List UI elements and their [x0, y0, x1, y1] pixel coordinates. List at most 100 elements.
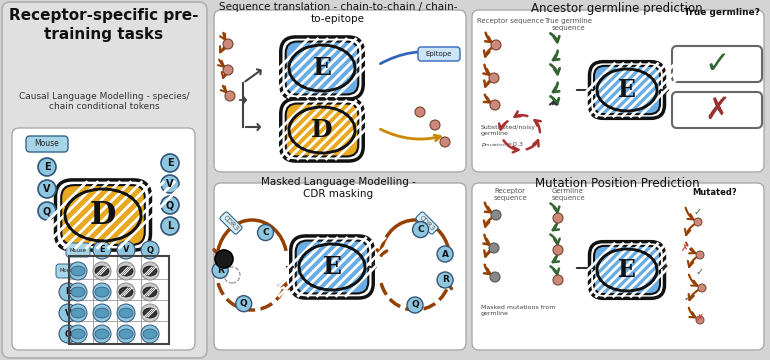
- Text: Mutation Position Prediction: Mutation Position Prediction: [534, 177, 699, 190]
- Circle shape: [490, 272, 500, 282]
- Ellipse shape: [95, 329, 109, 339]
- FancyBboxPatch shape: [472, 10, 764, 172]
- Ellipse shape: [119, 287, 133, 297]
- Text: ✓: ✓: [684, 293, 692, 303]
- Ellipse shape: [597, 69, 657, 111]
- FancyBboxPatch shape: [418, 47, 460, 61]
- Circle shape: [69, 283, 87, 301]
- FancyBboxPatch shape: [672, 46, 762, 82]
- Text: True germline
sequence: True germline sequence: [544, 18, 592, 31]
- Circle shape: [225, 91, 235, 101]
- Circle shape: [141, 304, 159, 322]
- Text: Receptor-specific pre-
training tasks: Receptor-specific pre- training tasks: [9, 8, 199, 42]
- Circle shape: [553, 245, 563, 255]
- FancyBboxPatch shape: [590, 242, 665, 298]
- Text: Masked mutations from
germline: Masked mutations from germline: [481, 305, 555, 316]
- Circle shape: [161, 175, 179, 193]
- Text: Substituted/noisy
germline: Substituted/noisy germline: [481, 125, 536, 136]
- Circle shape: [161, 154, 179, 172]
- Text: E: E: [99, 246, 105, 255]
- Circle shape: [69, 325, 87, 343]
- Text: ✗: ✗: [681, 243, 689, 253]
- Ellipse shape: [597, 249, 657, 291]
- Text: ✗: ✗: [705, 95, 730, 125]
- Circle shape: [59, 283, 77, 301]
- Circle shape: [38, 180, 56, 198]
- Text: Masked Language Modelling -
CDR masking: Masked Language Modelling - CDR masking: [260, 177, 416, 199]
- Text: Mouse: Mouse: [35, 139, 59, 148]
- Circle shape: [489, 243, 499, 253]
- Circle shape: [437, 246, 453, 262]
- Ellipse shape: [143, 308, 157, 318]
- Bar: [69, 256, 169, 344]
- Text: V: V: [65, 309, 72, 318]
- Ellipse shape: [71, 308, 85, 318]
- Circle shape: [430, 120, 440, 130]
- FancyBboxPatch shape: [472, 183, 764, 350]
- Text: V: V: [43, 184, 51, 194]
- Circle shape: [59, 304, 77, 322]
- FancyBboxPatch shape: [55, 180, 150, 250]
- Circle shape: [698, 284, 706, 292]
- Text: Sequence translation - chain-to-chain / chain-
to-epitope: Sequence translation - chain-to-chain / …: [219, 2, 457, 24]
- Ellipse shape: [299, 244, 365, 290]
- Text: Mutated?: Mutated?: [693, 188, 738, 197]
- Text: E: E: [166, 158, 173, 168]
- Text: A: A: [441, 249, 449, 258]
- Text: Ancestor germline prediction: Ancestor germline prediction: [531, 2, 703, 15]
- Circle shape: [141, 325, 159, 343]
- FancyBboxPatch shape: [286, 104, 358, 157]
- Circle shape: [141, 241, 159, 259]
- Ellipse shape: [95, 266, 109, 276]
- Ellipse shape: [71, 266, 85, 276]
- Circle shape: [553, 275, 563, 285]
- Circle shape: [141, 283, 159, 301]
- Text: ✗: ✗: [696, 313, 704, 323]
- Circle shape: [696, 316, 704, 324]
- FancyBboxPatch shape: [672, 92, 762, 128]
- FancyBboxPatch shape: [296, 240, 368, 293]
- Circle shape: [413, 221, 429, 238]
- Circle shape: [93, 262, 111, 280]
- Text: Q: Q: [411, 301, 419, 310]
- FancyBboxPatch shape: [214, 10, 466, 172]
- Circle shape: [93, 283, 111, 301]
- Circle shape: [38, 158, 56, 176]
- Ellipse shape: [119, 308, 133, 318]
- Circle shape: [491, 210, 501, 220]
- Circle shape: [93, 304, 111, 322]
- Text: Q: Q: [239, 299, 248, 308]
- Text: Q: Q: [146, 246, 153, 255]
- Ellipse shape: [119, 329, 133, 339]
- Circle shape: [93, 241, 111, 259]
- FancyBboxPatch shape: [56, 264, 80, 278]
- FancyBboxPatch shape: [2, 2, 207, 358]
- Circle shape: [117, 325, 135, 343]
- Circle shape: [117, 241, 135, 259]
- Text: C: C: [417, 225, 424, 234]
- Ellipse shape: [143, 329, 157, 339]
- Text: Mouse: Mouse: [59, 269, 76, 274]
- Text: E: E: [65, 288, 71, 297]
- Circle shape: [215, 250, 233, 268]
- Circle shape: [696, 251, 704, 259]
- Text: E: E: [618, 78, 636, 102]
- Text: V: V: [122, 246, 129, 255]
- Circle shape: [257, 225, 273, 240]
- Circle shape: [491, 40, 501, 50]
- Ellipse shape: [65, 189, 141, 241]
- FancyBboxPatch shape: [26, 136, 68, 152]
- FancyBboxPatch shape: [281, 37, 363, 99]
- Text: R: R: [442, 275, 448, 284]
- FancyBboxPatch shape: [594, 246, 660, 294]
- Ellipse shape: [71, 287, 85, 297]
- Circle shape: [59, 325, 77, 343]
- Text: Epitope: Epitope: [426, 51, 452, 57]
- Text: Mouse: Mouse: [69, 248, 86, 252]
- Ellipse shape: [143, 287, 157, 297]
- Circle shape: [69, 262, 87, 280]
- Text: $p_{mutation} = 0.3$: $p_{mutation} = 0.3$: [481, 140, 524, 149]
- Circle shape: [69, 304, 87, 322]
- Text: E: E: [313, 56, 332, 80]
- FancyBboxPatch shape: [594, 66, 660, 114]
